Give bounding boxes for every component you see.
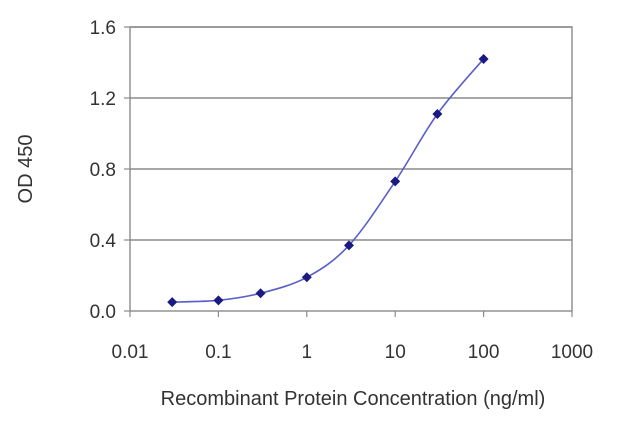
y-axis-title: OD 450 <box>15 135 37 204</box>
y-axis-ticks: 0.0 0.4 0.8 1.2 1.6 <box>90 18 130 323</box>
x-axis-title: Recombinant Protein Concentration (ng/ml… <box>161 388 546 410</box>
y-tick-label: 0.0 <box>90 302 116 323</box>
data-point <box>167 297 178 308</box>
data-point <box>301 272 312 283</box>
x-tick-label: 100 <box>468 342 500 363</box>
x-axis-ticks: 0.01 0.1 1 10 100 1000 <box>112 311 593 363</box>
x-tick-label: 10 <box>385 342 406 363</box>
data-point <box>343 240 354 251</box>
x-tick-label: 1000 <box>551 342 593 363</box>
y-tick-label: 0.8 <box>90 160 116 181</box>
data-point <box>213 295 224 306</box>
data-point <box>255 288 266 299</box>
data-point <box>432 108 443 119</box>
x-tick-label: 0.1 <box>205 342 231 363</box>
data-point <box>390 176 401 187</box>
y-tick-label: 1.6 <box>90 18 116 39</box>
series-group <box>167 53 489 308</box>
x-tick-label: 0.01 <box>112 342 149 363</box>
y-tick-label: 1.2 <box>90 89 116 110</box>
y-tick-label: 0.4 <box>90 231 117 252</box>
x-tick-label: 1 <box>302 342 313 363</box>
data-point <box>478 53 489 64</box>
